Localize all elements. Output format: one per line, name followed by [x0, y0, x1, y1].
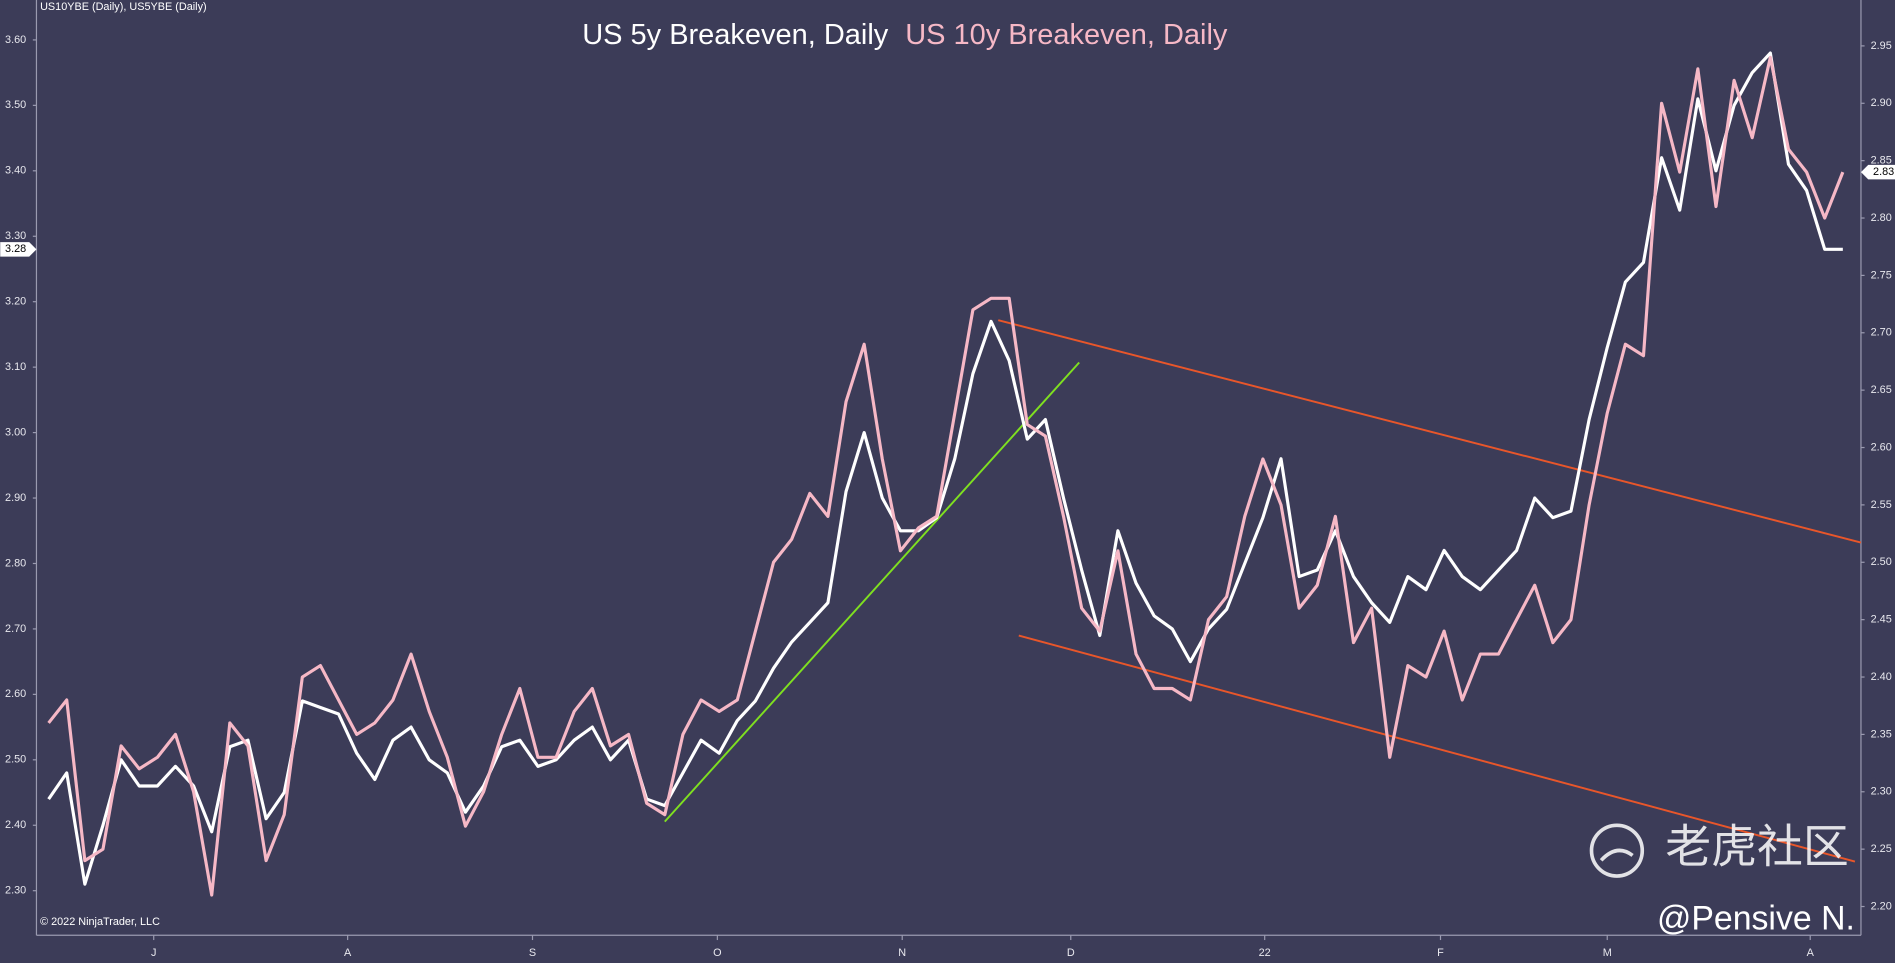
last-value-label: 2.83 [1873, 166, 1894, 178]
y-tick-label: 2.90 [5, 492, 26, 504]
y2-tick-label: 2.80 [1871, 212, 1892, 224]
x-tick-label: J [151, 947, 156, 959]
copyright: © 2022 NinjaTrader, LLC [40, 916, 160, 928]
y-tick-label: 3.20 [5, 296, 26, 308]
last-value-label: 3.28 [5, 243, 26, 255]
header: US10YBE (Daily), US5YBE (Daily) [40, 1, 207, 13]
x-tick-label: M [1603, 947, 1612, 959]
y2-tick-label: 2.70 [1871, 327, 1892, 339]
y2-tick-label: 2.50 [1871, 556, 1892, 568]
x-tick-label: F [1437, 947, 1444, 959]
last-value-marker: 2.83 [1860, 164, 1895, 180]
y2-tick-label: 2.55 [1871, 499, 1892, 511]
watermark: 老虎社区 [1665, 821, 1849, 873]
y-tick-label: 2.40 [5, 819, 26, 831]
y2-tick-label: 2.25 [1871, 843, 1892, 855]
y2-tick-label: 2.90 [1871, 97, 1892, 109]
channel-line [998, 319, 1862, 544]
y-tick-label: 3.40 [5, 165, 26, 177]
y-tick-label: 2.80 [5, 557, 26, 569]
x-tick-label: A [1807, 947, 1815, 959]
marker-shape [1860, 164, 1895, 180]
x-tick-label: S [529, 947, 536, 959]
y2-tick-label: 2.30 [1871, 786, 1892, 798]
x-tick-label: A [344, 947, 352, 959]
y-tick-label: 3.10 [5, 361, 26, 373]
y2-tick-label: 2.20 [1871, 900, 1892, 912]
y-tick-label: 3.30 [5, 230, 26, 242]
y-tick-label: 3.00 [5, 426, 26, 438]
y-tick-label: 2.50 [5, 754, 26, 766]
series-line [47, 55, 1845, 897]
y-tick-label: 2.70 [5, 623, 26, 635]
y-tick-label: 2.60 [5, 688, 26, 700]
series-line [47, 51, 1843, 886]
watermark-logo [1589, 823, 1645, 878]
x-tick-label: 22 [1259, 947, 1271, 959]
legend-entry: US 5y Breakeven, Daily [582, 19, 889, 51]
channel-line [1018, 634, 1856, 863]
y2-tick-label: 2.40 [1871, 671, 1892, 683]
x-tick-label: O [713, 947, 721, 959]
trend-line [664, 361, 1080, 823]
y2-tick-label: 2.35 [1871, 728, 1892, 740]
y2-tick-label: 2.45 [1871, 614, 1892, 626]
y-tick-label: 2.30 [5, 885, 26, 897]
y-tick-label: 3.50 [5, 99, 26, 111]
last-value-marker: 3.28 [0, 242, 37, 257]
y2-tick-label: 2.75 [1871, 269, 1892, 281]
y2-tick-label: 2.65 [1871, 384, 1892, 396]
signature: @Pensive N. [1657, 900, 1855, 938]
y2-tick-label: 2.60 [1871, 441, 1892, 453]
marker-shape [0, 242, 37, 257]
y2-tick-label: 2.85 [1871, 155, 1892, 167]
y-tick-label: 3.60 [5, 34, 26, 46]
legend-entry: US 10y Breakeven, Daily [905, 19, 1228, 51]
x-tick-label: N [898, 947, 906, 959]
y2-tick-label: 2.95 [1871, 40, 1892, 52]
x-tick-label: D [1067, 947, 1075, 959]
